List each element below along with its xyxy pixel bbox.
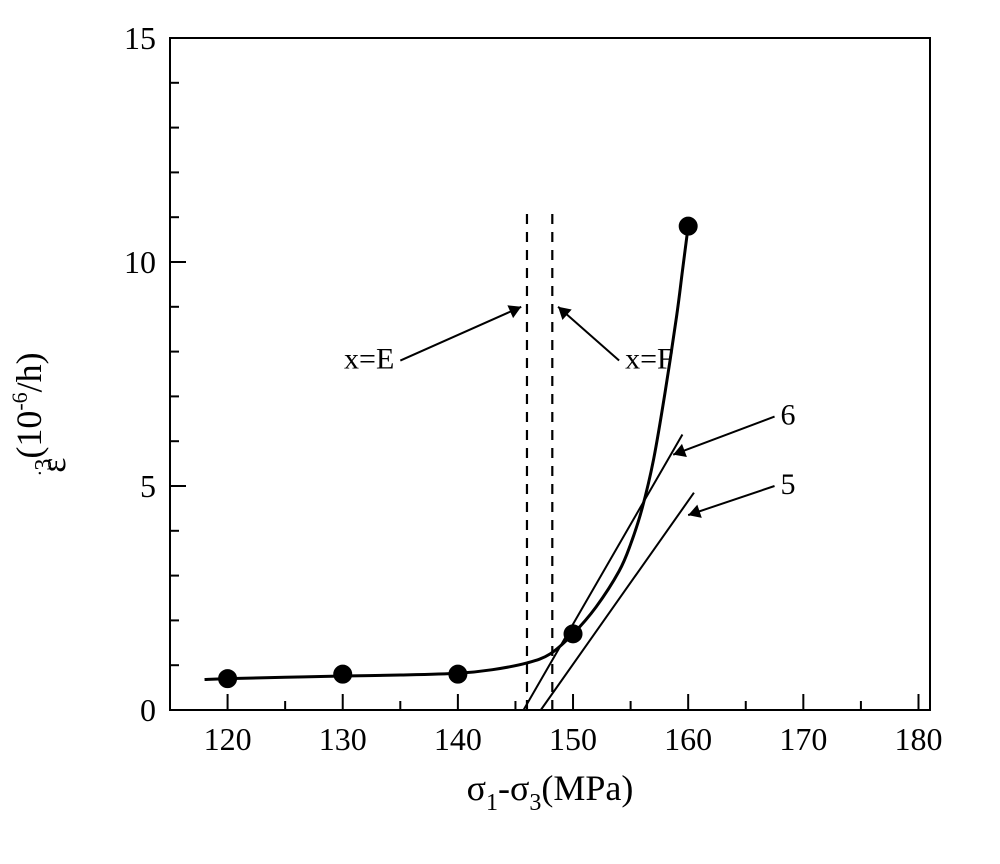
y-tick-label: 0 [140, 692, 156, 728]
x-axis-label: σ1-σ3(MPa) [467, 768, 634, 816]
axis-box [170, 38, 930, 710]
annotation-xf-label: x=F [625, 343, 674, 376]
x-tick-label: 130 [319, 721, 367, 757]
data-point [679, 217, 697, 235]
annotation-5-arrow [688, 486, 774, 515]
x-tick-label: 180 [894, 721, 942, 757]
x-tick-label: 120 [204, 721, 252, 757]
data-point [219, 670, 237, 688]
tangent-line-5 [541, 493, 694, 710]
annotation-xe-arrow [400, 307, 521, 361]
x-tick-label: 140 [434, 721, 482, 757]
annotation-5-label: 5 [781, 468, 796, 501]
y-tick-label: 5 [140, 468, 156, 504]
creep-rate-chart: 120 130 140 150 160 170 180 0 5 10 15 σ1-σ3(MPa) ε.3… [0, 0, 1000, 864]
annotation-6-arrow [673, 417, 774, 455]
x-tick-label: 160 [664, 721, 712, 757]
y-tick-label: 10 [124, 244, 156, 280]
data-point [334, 665, 352, 683]
annotation-6-label: 6 [781, 399, 796, 432]
x-tick-label: 170 [779, 721, 827, 757]
tangent-line-6 [524, 434, 683, 710]
data-point [564, 625, 582, 643]
annotation-xe-label: x=E [344, 343, 394, 376]
x-tick-label: 150 [549, 721, 597, 757]
y-tick-label: 15 [124, 20, 156, 56]
annotation-xf-arrow [558, 307, 619, 361]
strain-rate-curve [205, 226, 689, 679]
y-axis-label: ε.3(10-6/h) [7, 352, 73, 475]
data-point [449, 665, 467, 683]
